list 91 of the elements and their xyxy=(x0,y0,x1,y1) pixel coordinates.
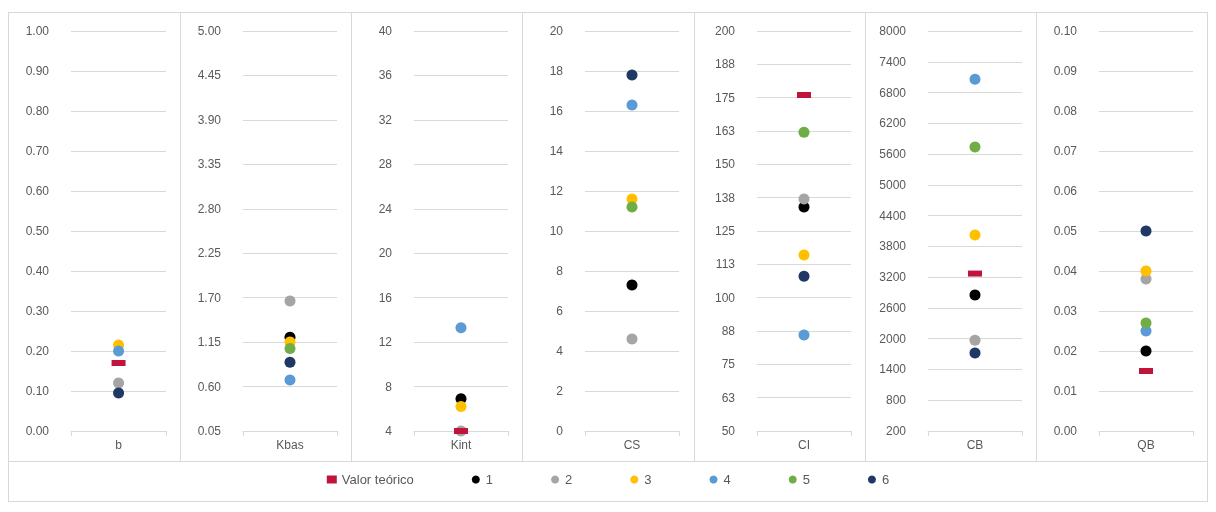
y-tick-label: 0.02 xyxy=(1053,344,1078,358)
y-tick-label: 2 xyxy=(556,384,564,398)
y-tick-label: 200 xyxy=(714,24,735,38)
y-tick-label: 36 xyxy=(378,68,393,83)
y-tick-label: 1.15 xyxy=(197,335,222,350)
y-tick-label: 138 xyxy=(714,190,735,205)
y-tick-label: 3.35 xyxy=(197,157,222,172)
y-tick-label: 14 xyxy=(550,144,564,158)
y-tick-label: 0.10 xyxy=(25,384,50,398)
y-tick-label: 2.80 xyxy=(197,201,222,216)
y-tick-label: 18 xyxy=(550,64,564,78)
y-tick-label: 0.09 xyxy=(1053,64,1078,78)
y-tick-label: 188 xyxy=(714,57,735,72)
legend-label: Valor teórico xyxy=(341,472,414,487)
y-tick-label: 5.00 xyxy=(197,24,222,38)
y-tick-label: 0.06 xyxy=(1053,184,1078,198)
y-tick-label: 800 xyxy=(885,393,907,408)
y-tick-label: 4 xyxy=(556,344,564,358)
y-tick-label: 10 xyxy=(550,224,564,238)
legend-label: 3 xyxy=(644,472,652,487)
y-tick-label: 0.00 xyxy=(1053,424,1078,438)
y-tick-label: 0.30 xyxy=(25,304,50,318)
y-tick-label: 24 xyxy=(378,201,393,216)
y-tick-label: 0.60 xyxy=(197,379,222,394)
y-tick-label: 0.80 xyxy=(25,104,50,118)
y-tick-label: 2.25 xyxy=(197,246,222,261)
x-tick-label: CS xyxy=(624,438,641,452)
y-tick-label: 150 xyxy=(714,157,735,172)
y-tick-label: 28 xyxy=(378,157,393,172)
y-tick-label: 75 xyxy=(721,357,735,372)
y-tick-label: 125 xyxy=(714,224,735,238)
y-tick-label: 16 xyxy=(550,104,564,118)
y-tick-label: 6800 xyxy=(879,85,907,100)
y-tick-label: 0.05 xyxy=(197,424,222,438)
x-tick-label: CB xyxy=(966,438,984,452)
y-tick-label: 1.00 xyxy=(25,24,50,38)
y-tick-label: 0.20 xyxy=(25,344,50,358)
y-tick-label: 175 xyxy=(714,90,735,105)
y-tick-label: 20 xyxy=(378,246,393,261)
y-tick-label: 2000 xyxy=(879,331,907,346)
y-tick-label: 6200 xyxy=(879,116,907,131)
y-tick-label: 1400 xyxy=(879,362,907,377)
y-tick-label: 88 xyxy=(721,324,735,338)
y-tick-label: 8 xyxy=(385,379,393,394)
y-tick-label: 0.08 xyxy=(1053,104,1078,118)
y-tick-label: 3800 xyxy=(879,239,907,254)
y-tick-label: 4.45 xyxy=(197,68,222,83)
legend-label: 5 xyxy=(802,472,810,487)
x-tick-label: CI xyxy=(797,438,810,452)
y-tick-label: 0.40 xyxy=(25,264,50,278)
y-tick-label: 0 xyxy=(556,424,564,438)
y-tick-label: 40 xyxy=(378,24,393,38)
y-tick-label: 0.70 xyxy=(25,144,50,158)
y-tick-label: 0.03 xyxy=(1053,304,1078,318)
y-tick-label: 6 xyxy=(556,304,564,318)
x-tick-label: Kint xyxy=(450,438,473,452)
y-tick-label: 100 xyxy=(714,290,735,305)
y-tick-label: 8000 xyxy=(879,24,907,38)
y-tick-label: 12 xyxy=(378,335,393,350)
y-tick-label: 8 xyxy=(556,264,564,278)
y-tick-label: 63 xyxy=(721,390,735,405)
y-tick-label: 0.01 xyxy=(1053,384,1078,398)
y-tick-label: 0.50 xyxy=(25,224,50,238)
y-tick-label: 4 xyxy=(385,424,393,438)
x-tick-label: Kbas xyxy=(276,438,304,452)
y-tick-label: 0.60 xyxy=(25,184,50,198)
y-tick-label: 20 xyxy=(550,24,564,38)
y-tick-label: 4400 xyxy=(879,208,907,223)
y-tick-label: 3200 xyxy=(879,270,907,285)
y-tick-label: 2600 xyxy=(879,300,907,315)
y-tick-label: 50 xyxy=(721,424,735,438)
legend-label: 1 xyxy=(485,472,494,487)
y-tick-label: 0.07 xyxy=(1053,144,1078,158)
y-tick-label: 32 xyxy=(378,112,393,127)
y-tick-label: 113 xyxy=(715,257,735,272)
y-tick-label: 7400 xyxy=(879,54,907,69)
y-tick-label: 0.10 xyxy=(1053,24,1078,38)
y-tick-label: 0.04 xyxy=(1053,264,1078,278)
y-tick-label: 1.70 xyxy=(197,290,222,305)
x-tick-label: QB xyxy=(1137,438,1155,452)
y-tick-label: 0.00 xyxy=(25,424,50,438)
y-tick-label: 16 xyxy=(378,290,393,305)
y-tick-label: 200 xyxy=(885,424,907,438)
y-tick-label: 12 xyxy=(550,184,564,198)
x-tick-label: b xyxy=(115,438,123,452)
y-tick-label: 0.90 xyxy=(25,64,50,78)
y-tick-label: 163 xyxy=(714,124,735,138)
y-tick-label: 5000 xyxy=(879,177,907,192)
y-tick-label: 5600 xyxy=(879,147,907,162)
y-tick-label: 0.05 xyxy=(1053,224,1078,238)
y-tick-label: 3.90 xyxy=(197,112,222,127)
